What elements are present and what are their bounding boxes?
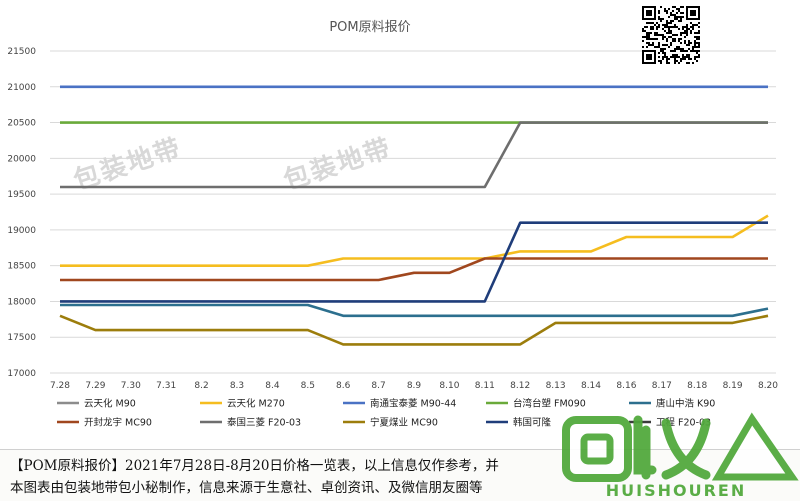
y-tick-label: 19500 <box>7 190 36 200</box>
y-tick-label: 19000 <box>7 226 36 236</box>
x-tick-label: 8.12 <box>510 381 530 391</box>
x-tick-label: 8.13 <box>546 381 566 391</box>
x-tick-label: 8.3 <box>230 381 244 391</box>
caption-line-2: 本图表由包装地带包小秘制作，信息来源于生意社、卓创资讯、及微信朋友圈等 <box>10 480 483 496</box>
x-tick-label: 8.14 <box>581 381 601 391</box>
x-tick-label: 8.16 <box>616 381 636 391</box>
x-tick-label: 8.9 <box>407 381 422 391</box>
y-axis-ticks: 17000 17500 18000 18500 19000 19500 20000 20500… <box>7 47 36 379</box>
x-axis-ticks: 7.28 7.29 7.30 7.31 8.2 8.3 8.4 8.5 8.6 8.7 8.9 8.1… <box>50 381 778 391</box>
legend-label: 泰国三菱 F20-03 <box>227 417 301 429</box>
x-tick-label: 8.19 <box>723 381 743 391</box>
legend-label: 南通宝泰菱 M90-44 <box>370 398 456 410</box>
x-tick-label: 8.10 <box>439 381 459 391</box>
x-tick-label: 8.2 <box>194 381 208 391</box>
chart-title: POM原料报价 <box>329 20 410 35</box>
y-tick-label: 18000 <box>7 297 36 307</box>
x-tick-label: 8.6 <box>336 381 351 391</box>
y-tick-label: 21000 <box>7 83 36 93</box>
series-line <box>60 303 769 318</box>
y-tick-label: 17500 <box>7 333 36 343</box>
logo-subtext: HUISHOUREN <box>606 481 746 500</box>
caption-line-1: 【POM原料报价】2021年7月28日-8月20日价格一览表，以上信息仅作参考，… <box>10 458 499 474</box>
x-tick-label: 8.7 <box>371 381 385 391</box>
legend-label: 宁夏煤业 MC90 <box>370 417 438 429</box>
y-tick-label: 20500 <box>7 119 36 129</box>
legend-label: 云天化 M90 <box>84 398 136 410</box>
y-tick-label: 21500 <box>7 47 36 57</box>
x-tick-label: 7.28 <box>50 381 70 391</box>
x-tick-label: 8.5 <box>301 381 315 391</box>
legend-label: 韩国可隆 <box>513 417 552 429</box>
grid-lines <box>50 50 776 374</box>
x-tick-label: 7.29 <box>85 381 105 391</box>
legend: 云天化 M90 云天化 M270 南通宝泰菱 M90-44 台湾台塑 FM090 唐山中… <box>57 398 715 429</box>
series-line <box>60 257 768 282</box>
series-line <box>60 121 768 189</box>
x-tick-label: 7.31 <box>156 381 176 391</box>
x-tick-label: 8.4 <box>265 381 280 391</box>
legend-label: 开封龙宇 MC90 <box>84 417 152 429</box>
x-tick-label: 8.17 <box>652 381 672 391</box>
legend-label: 台湾台塑 FM090 <box>513 398 586 410</box>
legend-label: 云天化 M270 <box>227 398 285 410</box>
legend-label: 唐山中浩 K90 <box>656 398 715 410</box>
x-tick-label: 8.20 <box>758 381 778 391</box>
y-tick-label: 17000 <box>7 369 36 379</box>
qr-code-image <box>642 6 700 64</box>
x-tick-label: 8.18 <box>687 381 707 391</box>
series-line <box>59 314 769 346</box>
series-line <box>60 214 769 268</box>
series-lines <box>59 85 769 346</box>
x-tick-label: 7.30 <box>121 381 141 391</box>
y-tick-label: 20000 <box>7 154 36 164</box>
x-tick-label: 8.11 <box>475 381 495 391</box>
series-line <box>60 221 768 303</box>
legend-label: 工程 F20-03 <box>656 418 711 429</box>
huishouren-logo: HUISHOUREN <box>562 412 799 500</box>
y-tick-label: 18500 <box>7 262 36 272</box>
